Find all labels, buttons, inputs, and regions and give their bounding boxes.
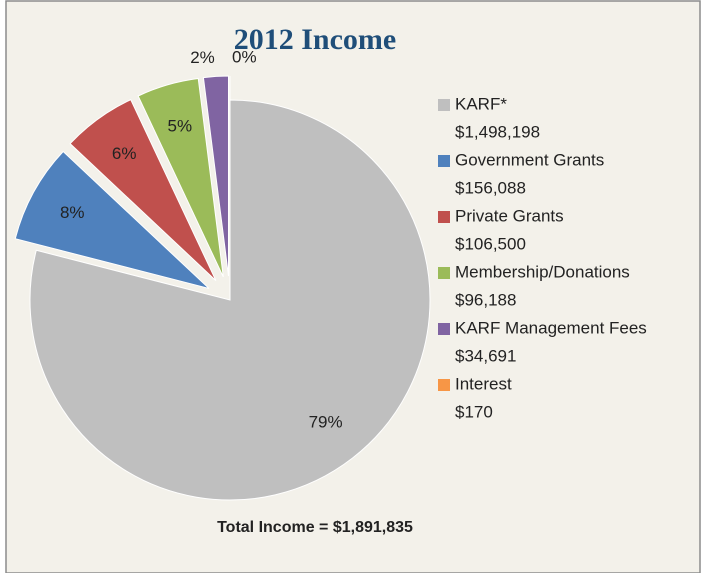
legend-swatch: [438, 155, 450, 167]
legend-amount: $96,188: [455, 290, 516, 309]
legend-amount: $34,691: [455, 346, 516, 365]
legend-label: KARF Management Fees: [455, 318, 647, 337]
pie-slice: [29, 99, 431, 501]
pie-slice: [202, 75, 229, 277]
data-label: 0%: [232, 47, 257, 66]
chart-title: 2012 Income: [234, 23, 396, 56]
legend-swatch: [438, 211, 450, 223]
pie-slice: [14, 150, 210, 289]
data-label: 6%: [112, 144, 137, 163]
legend-swatch: [438, 323, 450, 335]
total-label: Total Income = $1,891,835: [217, 519, 413, 536]
data-label: 5%: [167, 117, 192, 136]
data-label: 79%: [309, 413, 343, 432]
legend-label: KARF*: [455, 94, 507, 113]
legend-label: Private Grants: [455, 206, 564, 225]
legend-swatch: [438, 379, 450, 391]
legend-swatch: [438, 99, 450, 111]
pie-slice: [69, 98, 217, 281]
legend-amount: $156,088: [455, 178, 526, 197]
data-label: 2%: [190, 48, 215, 67]
legend-swatch: [438, 267, 450, 279]
legend-label: Government Grants: [455, 150, 604, 169]
legend-amount: $1,498,198: [455, 122, 540, 141]
legend-amount: $170: [455, 402, 493, 421]
pie-slice: [137, 77, 224, 278]
legend-label: Interest: [455, 374, 512, 393]
legend-label: Membership/Donations: [455, 262, 630, 281]
data-label: 8%: [60, 203, 85, 222]
legend-amount: $106,500: [455, 234, 526, 253]
